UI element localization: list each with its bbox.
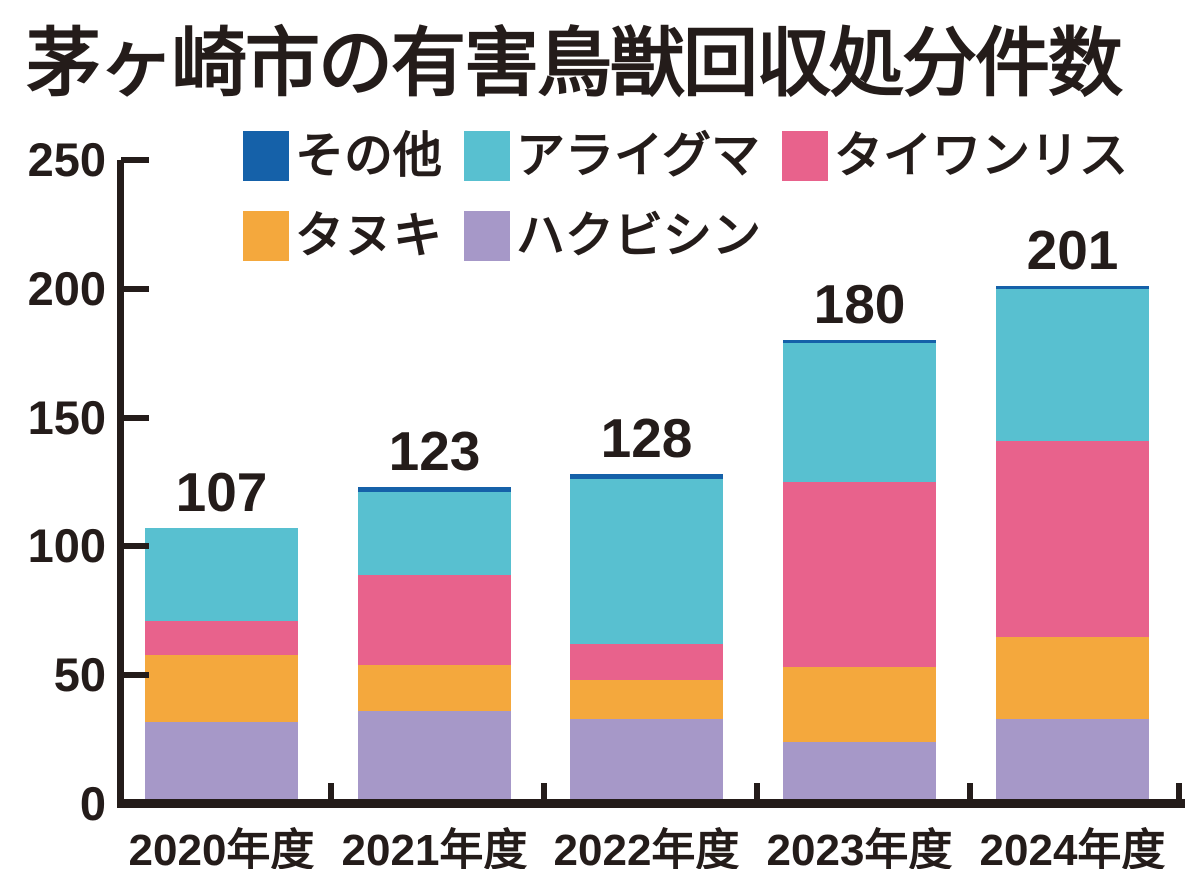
y-axis-label: 0	[79, 777, 106, 830]
bar-segment	[996, 718, 1149, 804]
bar-segment	[783, 342, 936, 482]
legend-item: タイワンリス	[782, 130, 1128, 182]
bar-total-label: 180	[813, 273, 906, 336]
legend-swatch	[243, 211, 289, 261]
bar-segment	[358, 492, 511, 575]
bar-segment	[996, 440, 1149, 637]
legend-item: タヌキ	[243, 210, 442, 262]
x-axis-category-label: 2022年度	[553, 826, 740, 869]
legend-swatch	[243, 131, 289, 181]
legend-swatch	[782, 131, 829, 181]
bar-segment	[783, 340, 936, 343]
bar-segment	[570, 474, 723, 480]
bar-segment	[570, 479, 723, 645]
bar-segment	[145, 721, 298, 804]
y-axis-label: 250	[27, 133, 106, 186]
bar-segment	[145, 528, 298, 622]
bar-segment	[783, 482, 936, 668]
bar-segment	[783, 667, 936, 743]
legend-label: ハクビシン	[516, 209, 762, 263]
bar-total-label: 107	[175, 461, 268, 524]
chart-title: 茅ヶ崎市の有害鳥獣回収処分件数	[26, 21, 1123, 105]
y-axis-label: 150	[27, 390, 106, 444]
bar-segment	[570, 718, 723, 804]
x-axis-category-label: 2023年度	[766, 826, 953, 869]
legend-item: アライグマ	[464, 130, 760, 182]
y-axis-tick	[121, 414, 149, 421]
x-axis-tick	[541, 783, 547, 804]
x-axis-category-label: 2021年度	[341, 826, 528, 869]
y-axis-label: 50	[53, 648, 106, 702]
y-axis-label: 200	[27, 261, 106, 315]
y-axis-label: 100	[27, 519, 106, 573]
y-axis-tick	[121, 157, 149, 163]
bar-segment	[358, 487, 511, 493]
bar-segment	[996, 636, 1149, 719]
legend-swatch	[464, 131, 511, 181]
bar-segment	[358, 574, 511, 665]
x-axis-category-label: 2020年度	[128, 826, 315, 869]
bar-segment	[996, 286, 1149, 289]
bar-segment	[145, 621, 298, 655]
legend-row: その他 アライグマ タイワンリス	[243, 130, 1150, 182]
x-axis-line	[117, 799, 1185, 808]
bar-total-label: 128	[600, 407, 693, 470]
legend-item: その他	[243, 130, 442, 182]
bar-segment	[570, 644, 723, 681]
legend-row: タヌキ ハクビシン	[243, 210, 1150, 262]
legend-item: ハクビシン	[464, 210, 761, 262]
x-axis-category-label: 2024年度	[979, 826, 1166, 869]
bar-segment	[145, 654, 298, 722]
x-axis-tick	[328, 783, 334, 804]
bar-segment	[570, 680, 723, 719]
bar-segment	[783, 742, 936, 804]
legend-label: アライグマ	[516, 129, 761, 183]
bar-segment	[996, 288, 1149, 441]
bar-segment	[358, 664, 511, 712]
x-axis-tick	[967, 783, 973, 804]
bar-total-label: 201	[1026, 219, 1119, 282]
y-axis-tick	[121, 285, 149, 292]
legend: その他 アライグマ タイワンリスタヌキ ハクビシン	[243, 130, 1150, 290]
y-axis-line	[117, 160, 124, 808]
legend-label: タイワンリス	[834, 129, 1129, 183]
legend-swatch	[464, 211, 511, 261]
y-axis-tick	[121, 543, 149, 550]
y-axis-tick	[121, 672, 149, 679]
x-axis-tick	[754, 783, 760, 804]
bar-total-label: 123	[388, 420, 481, 483]
legend-label: その他	[295, 129, 443, 183]
legend-label: タヌキ	[295, 209, 443, 263]
bar-segment	[358, 711, 511, 804]
x-axis-tick	[1176, 783, 1182, 804]
